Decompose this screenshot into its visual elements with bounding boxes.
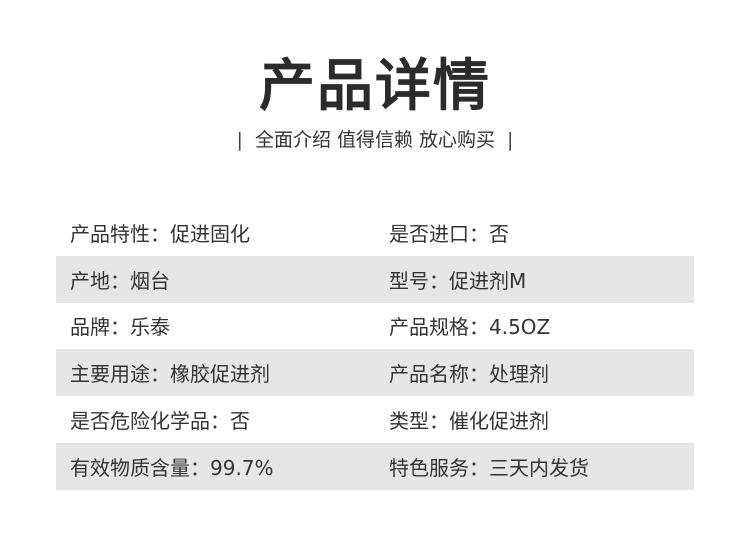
spec-cell: 产地：烟台 [70, 268, 170, 293]
spec-cell: 有效物质含量：99.7% [70, 455, 274, 480]
spec-cell: 品牌：乐泰 [70, 315, 170, 340]
spec-cell: 产品规格：4.5OZ [389, 315, 551, 340]
spec-row: 是否危险化学品：否 类型：催化促进剂 [56, 396, 694, 443]
subtitle-text: 全面介绍 值得信赖 放心购买 [254, 129, 496, 151]
spec-cell: 型号：促进剂M [389, 268, 527, 293]
divider-left: | [236, 129, 243, 151]
spec-row: 产品特性：促进固化 是否进口：否 [56, 209, 694, 256]
spec-cell: 主要用途：橡胶促进剂 [70, 362, 270, 387]
spec-row: 主要用途：橡胶促进剂 产品名称：处理剂 [56, 349, 694, 397]
spec-cell: 产品名称：处理剂 [389, 362, 549, 387]
spec-row: 有效物质含量：99.7% 特色服务：三天内发货 [56, 442, 694, 490]
spec-cell: 产品特性：促进固化 [70, 221, 250, 246]
page-subtitle: | 全面介绍 值得信赖 放心购买 | [0, 126, 750, 154]
spec-cell: 特色服务：三天内发货 [389, 455, 589, 480]
divider-right: | [507, 129, 514, 151]
spec-cell: 是否进口：否 [389, 221, 509, 246]
spec-row: 品牌：乐泰 产品规格：4.5OZ [56, 303, 694, 350]
spec-row: 产地：烟台 型号：促进剂M [56, 255, 694, 303]
spec-table: 产品特性：促进固化 是否进口：否 产地：烟台 型号：促进剂M 品牌：乐泰 产品规格：4… [56, 209, 694, 490]
page-title: 产品详情 [259, 54, 491, 119]
spec-cell: 是否危险化学品：否 [70, 409, 250, 434]
spec-cell: 类型：催化促进剂 [389, 409, 549, 434]
